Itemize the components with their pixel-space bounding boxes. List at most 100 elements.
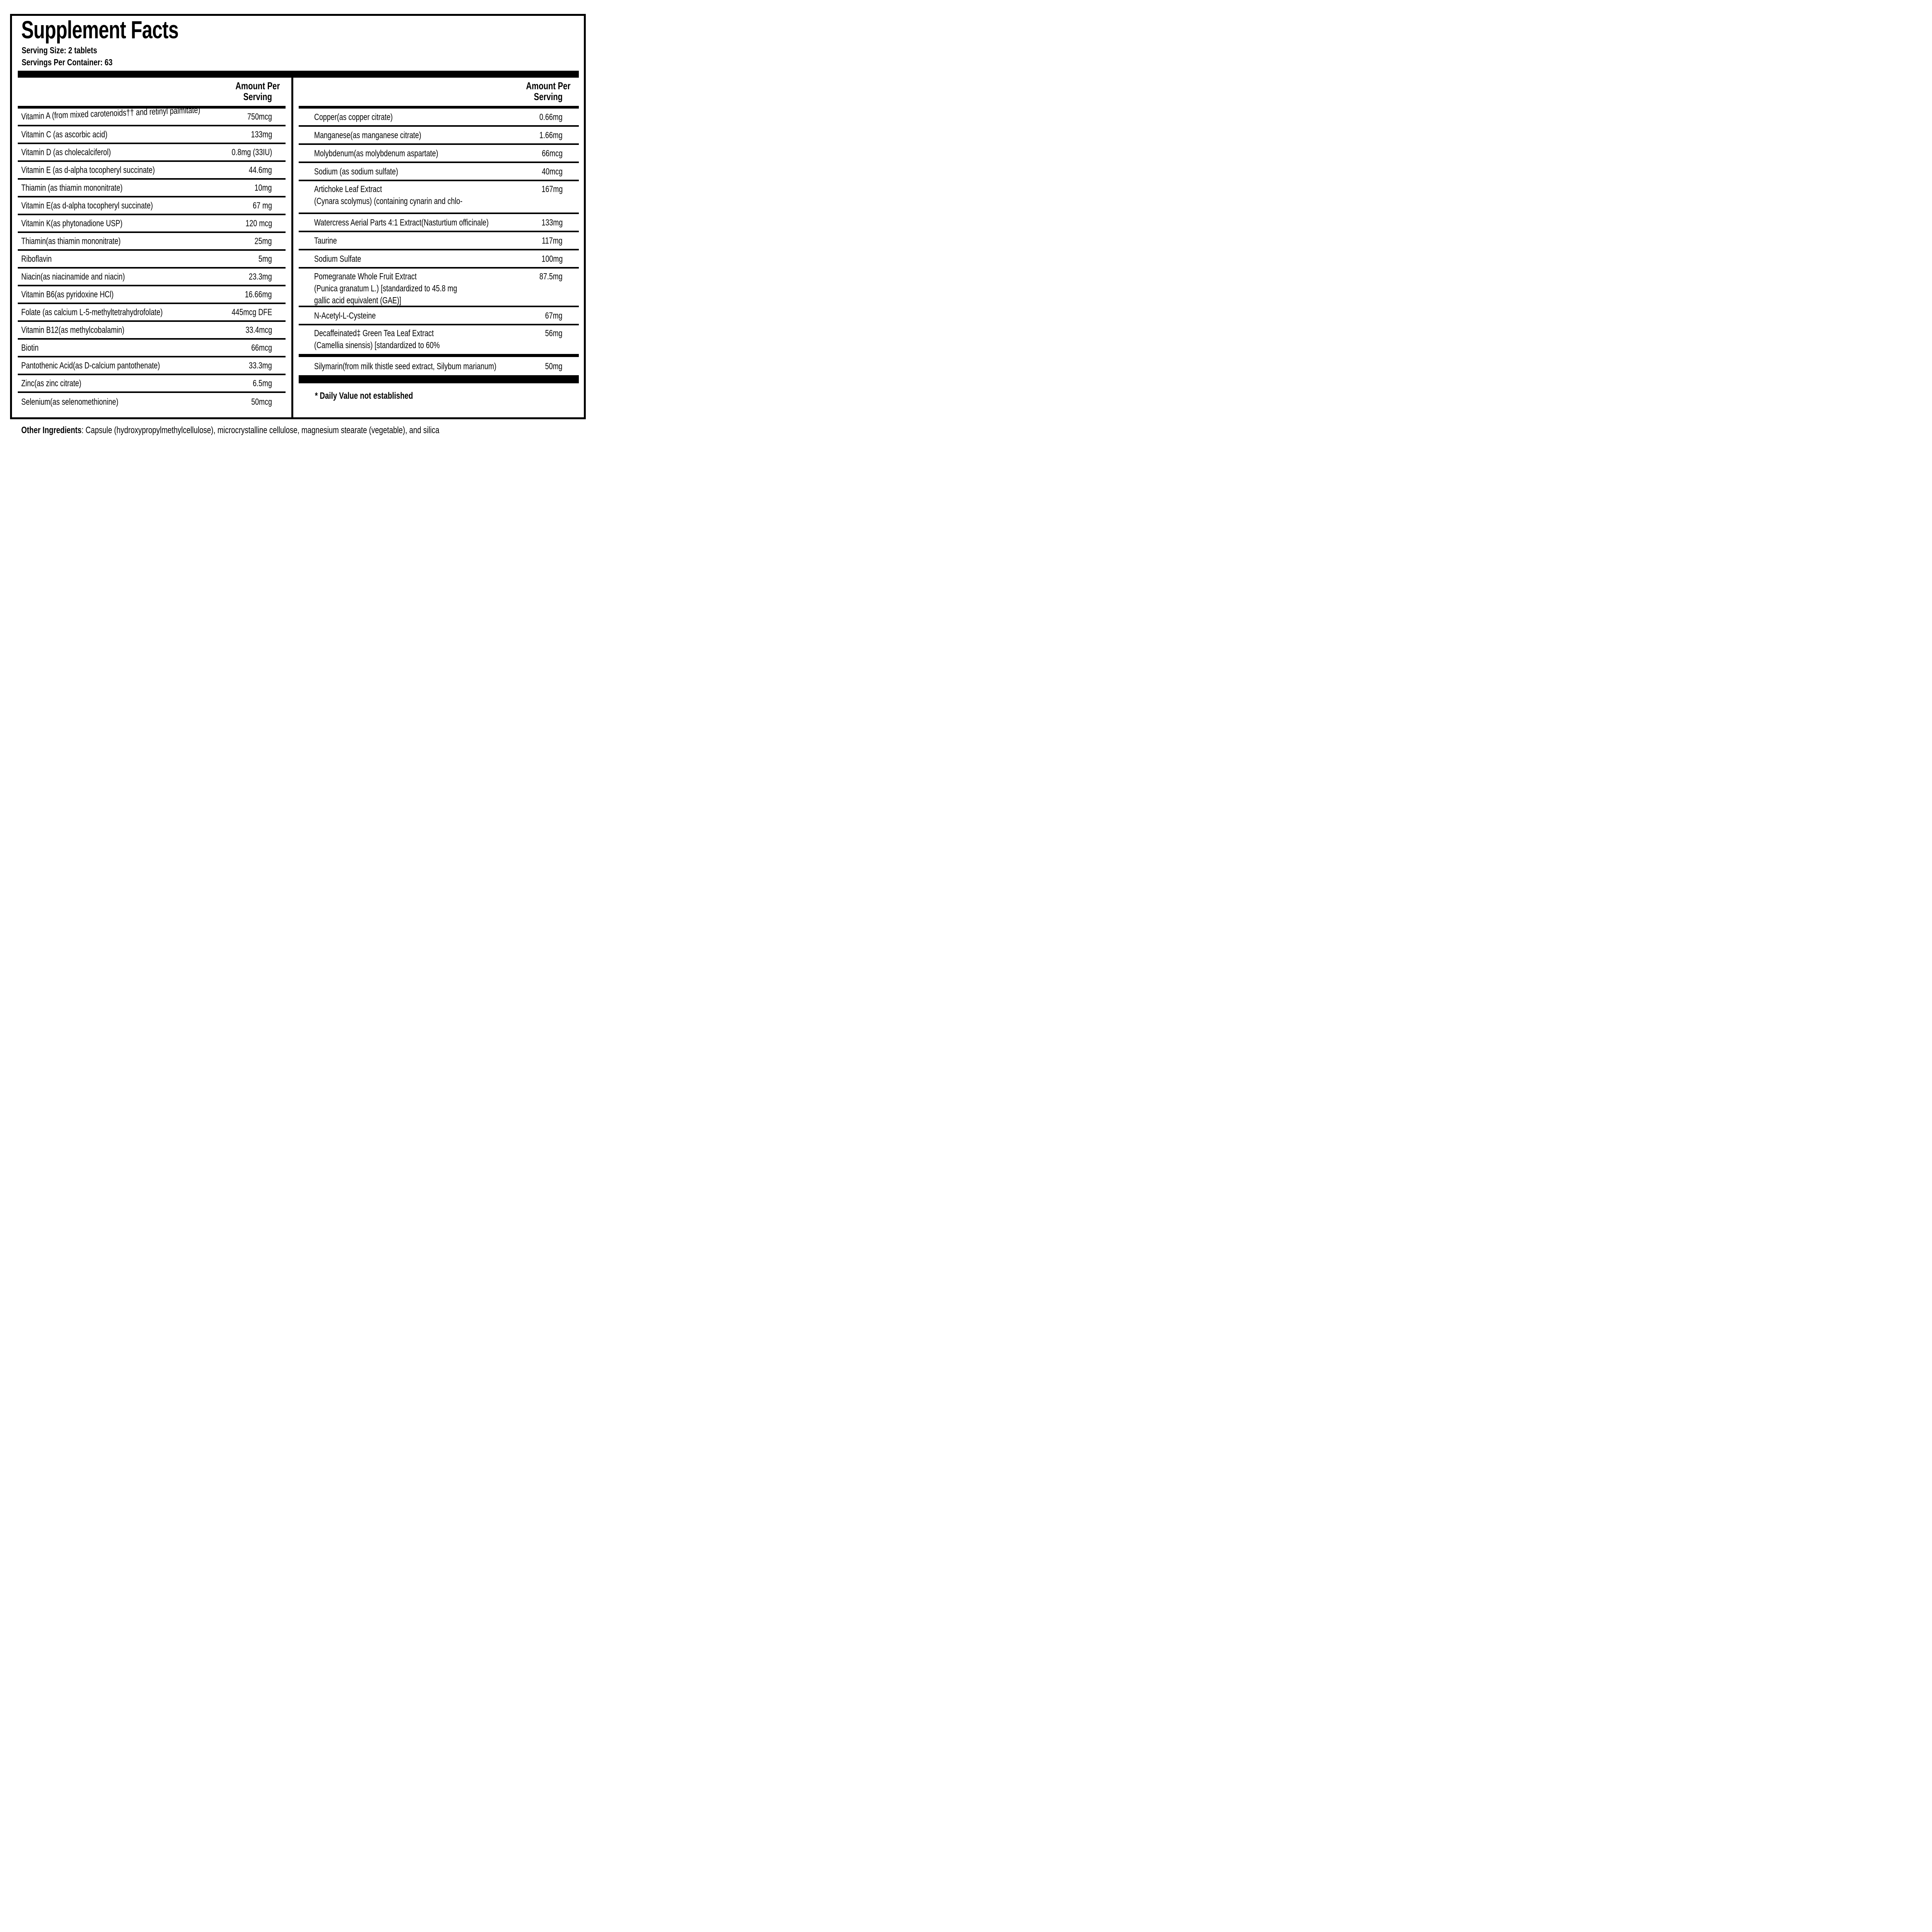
right-header-bar [299, 106, 579, 109]
ingredient-name: Vitamin D (as cholecalciferol) [21, 147, 111, 158]
ingredient-name: Sodium Sulfate [314, 253, 361, 264]
ingredient-name-line: Vitamin C (as ascorbic acid) [21, 129, 108, 139]
ingredient-amount: 0.66mg [539, 112, 563, 122]
header-line: Serving [243, 91, 272, 102]
footnote-bar [299, 375, 579, 383]
table-row: Thiamin (as thiamin mononitrate) 10mg [18, 180, 286, 197]
daily-value-footnote: * Daily Value not established [315, 391, 413, 401]
left-amount-per-serving-header: Amount Per Serving [235, 80, 280, 102]
left-ingredient-column: Vitamin A (from mixed carotenoids†† and … [18, 105, 286, 411]
table-row: Vitamin C (as ascorbic acid) 133mg [18, 126, 286, 144]
ingredient-name-line: Pomegranate Whole Fruit Extract [314, 271, 417, 281]
ingredient-amount: 66mcg [542, 148, 563, 158]
ingredient-name: Pomegranate Whole Fruit Extract (Punica g… [314, 270, 457, 306]
table-row: Taurine 117mg [299, 232, 579, 250]
ingredient-name-line: (Cynara scolymus) (containing cynarin an… [314, 196, 463, 206]
ingredient-name: Selenium(as selenomethionine) [21, 397, 118, 407]
ingredient-amount: 10mg [255, 182, 272, 193]
ingredient-name-line: Silymarin(from milk thistle seed extract… [314, 361, 497, 371]
panel-title: Supplement Facts [21, 16, 179, 44]
table-row: Vitamin E(as d-alpha tocopheryl succinat… [18, 197, 286, 215]
ingredient-amount: 445mcg DFE [231, 307, 272, 317]
table-row: Vitamin B6(as pyridoxine HCl) 16.66mg [18, 286, 286, 304]
ingredient-name: Vitamin C (as ascorbic acid) [21, 129, 107, 140]
ingredient-name: Folate (as calcium L-5-methyltetrahydrof… [21, 307, 163, 318]
left-rows: Vitamin A (from mixed carotenoids†† and … [18, 105, 286, 411]
ingredient-name: Molybdenum(as molybdenum aspartate) [314, 148, 438, 158]
ingredient-name-line: Artichoke Leaf Extract [314, 184, 382, 194]
ingredient-name-line: Taurine [314, 235, 337, 245]
ingredient-name: Vitamin E(as d-alpha tocopheryl succinat… [21, 201, 153, 211]
header-line: Amount Per [235, 80, 280, 92]
ingredient-name-line: Vitamin B12(as methylcobalamin) [21, 325, 124, 335]
ingredient-name: N-Acetyl-L-Cysteine [314, 310, 376, 321]
ingredient-name-line: Sodium Sulfate [314, 253, 361, 264]
table-row: Silymarin(from milk thistle seed extract… [299, 357, 579, 375]
right-ingredient-column: Copper(as copper citrate) 0.66mg Manganese… [299, 106, 579, 401]
ingredient-amount: 6.5mg [253, 378, 272, 388]
ingredient-name-line: Thiamin (as thiamin mononitrate) [21, 182, 123, 193]
ingredient-amount: 133mg [541, 217, 563, 227]
table-row: Vitamin D (as cholecalciferol) 0.8mg (33I… [18, 144, 286, 162]
ingredient-amount: 120 mcg [245, 218, 272, 228]
ingredient-amount: 67 mg [253, 200, 272, 211]
ingredient-name-line: Thiamin(as thiamin mononitrate) [21, 236, 121, 246]
top-divider-bar [18, 71, 579, 78]
ingredient-name-line: Sodium (as sodium sulfate) [314, 166, 398, 176]
table-row: Sodium Sulfate 100mg [299, 250, 579, 269]
ingredient-name: Silymarin(from milk thistle seed extract… [314, 361, 497, 371]
table-row: Folate (as calcium L-5-methyltetrahydrof… [18, 304, 286, 322]
ingredient-amount: 100mg [541, 253, 563, 264]
ingredient-amount: 25mg [255, 236, 272, 246]
ingredient-name-line: Molybdenum(as molybdenum aspartate) [314, 148, 439, 158]
ingredient-name-line: Zinc(as zinc citrate) [21, 378, 82, 388]
ingredient-name: Copper(as copper citrate) [314, 112, 393, 122]
ingredient-name: Sodium (as sodium sulfate) [314, 166, 398, 177]
table-row: Thiamin(as thiamin mononitrate) 25mg [18, 233, 286, 251]
ingredient-amount: 87.5mg [539, 271, 563, 281]
ingredient-name-line: Folate (as calcium L-5-methyltetrahydrof… [21, 307, 163, 317]
other-ingredients-text: : Capsule (hydroxypropylmethylcellulose)… [82, 425, 440, 435]
ingredient-name-line: gallic acid equivalent (GAE)] [314, 295, 401, 305]
ingredient-name: Decaffeinated‡ Green Tea Leaf Extract (Ca… [314, 327, 440, 351]
ingredient-name: Niacin(as niacinamide and niacin) [21, 272, 125, 282]
supplement-facts-panel: Supplement Facts Serving Size: 2 tablets… [10, 14, 586, 419]
left-header-bar [18, 106, 286, 109]
ingredient-amount: 5mg [259, 253, 272, 264]
ingredient-name-line: (Camellia sinensis) [standardized to 60% [314, 340, 440, 350]
table-row: Pantothenic Acid(as D-calcium pantothena… [18, 357, 286, 375]
table-row: Vitamin B12(as methylcobalamin) 33.4mcg [18, 322, 286, 340]
other-ingredients-line: Other Ingredients: Capsule (hydroxypropy… [21, 425, 557, 436]
ingredient-name: Biotin [21, 343, 39, 353]
ingredient-name-line: Watercress Aerial Parts 4:1 Extract(Nast… [314, 217, 489, 227]
ingredient-name: Vitamin B6(as pyridoxine HCl) [21, 289, 114, 300]
table-row: Copper(as copper citrate) 0.66mg [299, 109, 579, 127]
table-row: N-Acetyl-L-Cysteine 67mg [299, 307, 579, 325]
right-amount-per-serving-header: Amount Per Serving [526, 80, 570, 102]
ingredient-amount: 40mcg [542, 166, 563, 176]
ingredient-amount: 16.66mg [245, 289, 272, 299]
ingredient-amount: 50mcg [251, 396, 272, 407]
table-row: Niacin(as niacinamide and niacin) 23.3mg [18, 269, 286, 286]
ingredient-name-line: (Punica granatum L.) [standardized to 45… [314, 283, 457, 293]
table-row: Biotin 66mcg [18, 340, 286, 357]
ingredient-amount: 66mcg [251, 342, 272, 353]
ingredient-name-line: Niacin(as niacinamide and niacin) [21, 271, 125, 282]
serving-size: Serving Size: 2 tablets [22, 45, 97, 55]
ingredient-name: Pantothenic Acid(as D-calcium pantothena… [21, 361, 160, 371]
right-rows: Copper(as copper citrate) 0.66mg Manganese… [299, 109, 579, 375]
ingredient-name-line: Biotin [21, 342, 39, 353]
ingredient-name-line: Manganese(as manganese citrate) [314, 130, 422, 140]
table-row: Molybdenum(as molybdenum aspartate) 66mcg [299, 145, 579, 163]
ingredient-amount: 133mg [251, 129, 272, 139]
column-divider-line [291, 78, 293, 417]
supplement-label-canvas: Supplement Facts Serving Size: 2 tablets… [0, 0, 597, 451]
table-row: Vitamin E (as d-alpha tocopheryl succina… [18, 162, 286, 180]
ingredient-amount: 750mcg [247, 111, 272, 122]
ingredient-name-line: Vitamin E(as d-alpha tocopheryl succinat… [21, 200, 153, 211]
table-row: Decaffeinated‡ Green Tea Leaf Extract (Ca… [299, 325, 579, 357]
ingredient-name-line: Vitamin E (as d-alpha tocopheryl succina… [21, 165, 155, 175]
table-row: Artichoke Leaf Extract (Cynara scolymus) … [299, 181, 579, 214]
header-line: Amount Per [526, 80, 570, 92]
ingredient-name: Riboflavin [21, 254, 52, 264]
